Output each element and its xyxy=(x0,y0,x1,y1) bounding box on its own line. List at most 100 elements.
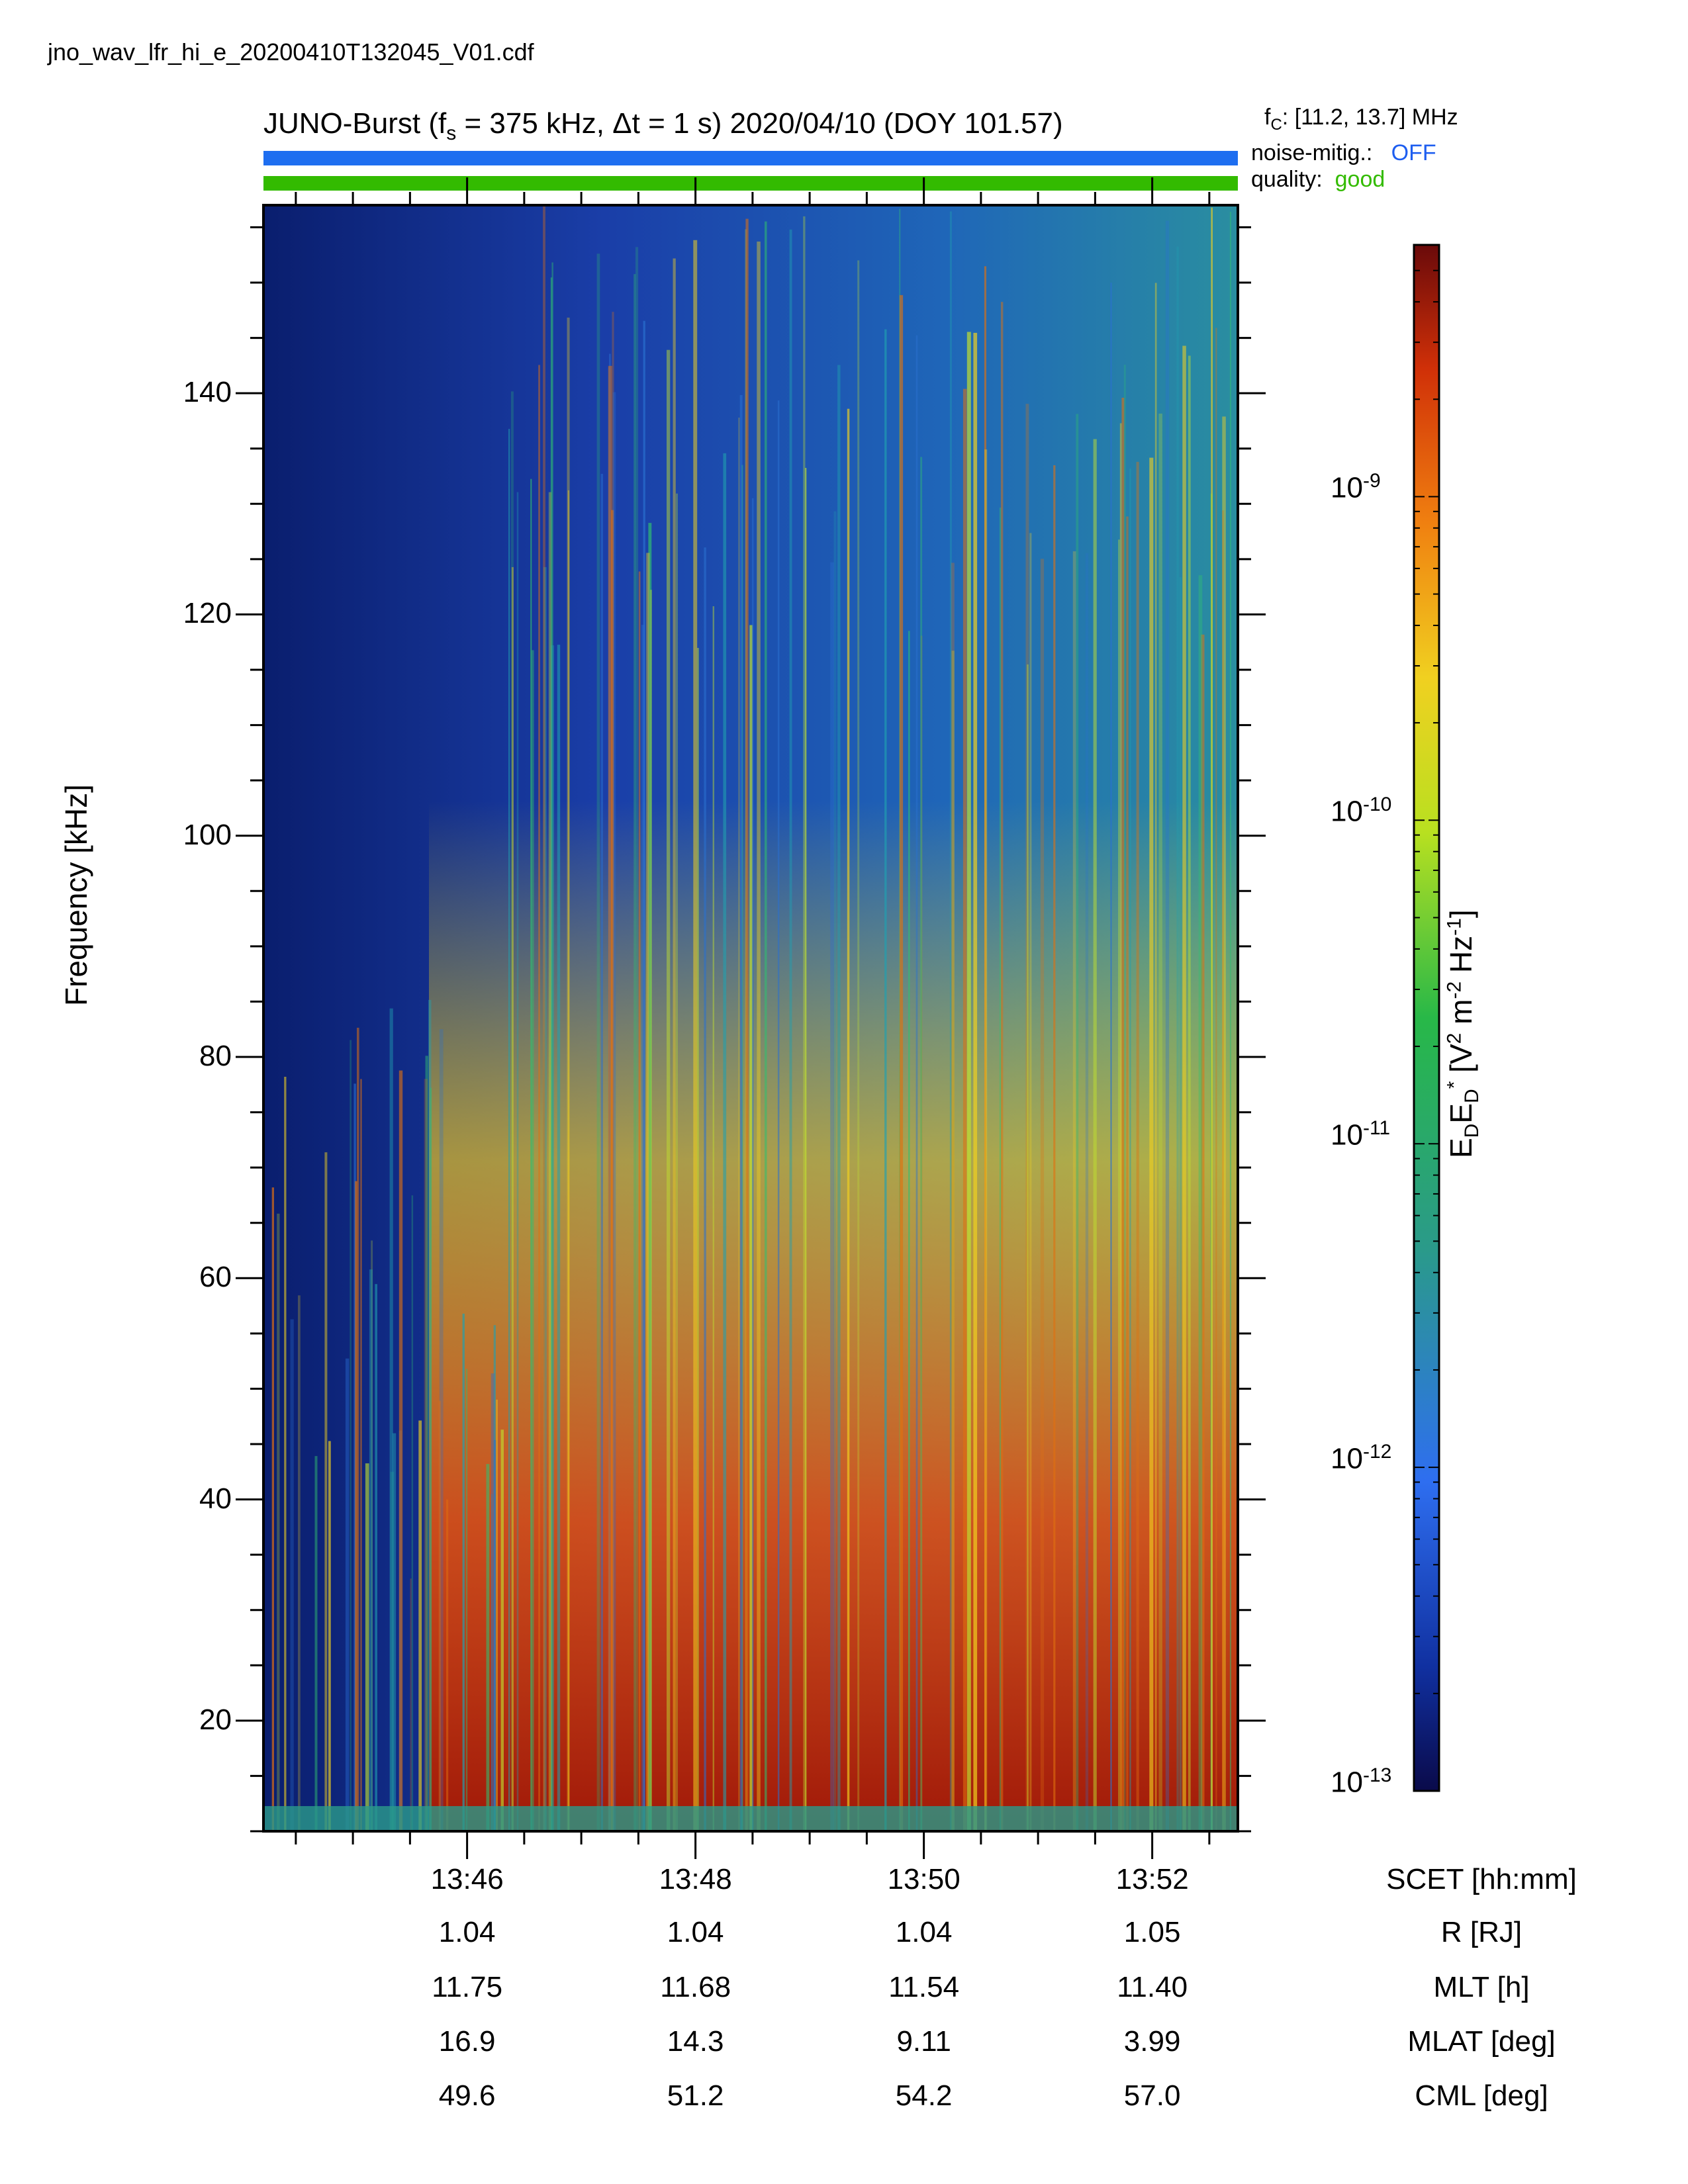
emission-streak xyxy=(738,418,740,1831)
emission-streak xyxy=(1029,533,1032,1831)
emission-streak xyxy=(712,606,714,1831)
emission-streak xyxy=(428,999,432,1831)
emission-streak xyxy=(277,1213,280,1831)
cb-label-hz1: -1 xyxy=(1443,918,1466,936)
emission-streak xyxy=(510,391,514,1832)
colorbar-tick-label: 10-11 xyxy=(1331,1117,1390,1152)
fc-range-label: fC: [11.2, 13.7] MHz xyxy=(1264,105,1458,134)
colorbar-tick-exp: -13 xyxy=(1362,1764,1392,1786)
emission-streak xyxy=(1149,457,1154,1831)
emission-streak xyxy=(486,1464,490,1831)
emission-streak xyxy=(749,625,753,1831)
emission-streak xyxy=(1188,355,1191,1831)
emission-streak xyxy=(298,1295,301,1831)
emission-streak xyxy=(1129,468,1131,1832)
cb-label-d2: D xyxy=(1461,1089,1483,1103)
emission-streak xyxy=(1158,413,1162,1832)
emission-streak xyxy=(1121,398,1125,1831)
emission-streak xyxy=(1110,283,1112,1831)
y-axis-label: Frequency [kHz] xyxy=(59,784,93,1006)
emission-streak xyxy=(857,260,860,1832)
ephemeris-value: 57.0 xyxy=(1123,2079,1181,2112)
emission-streak xyxy=(567,490,570,1831)
emission-streak xyxy=(418,1420,422,1831)
colorbar-tick-label: 10-13 xyxy=(1331,1764,1391,1799)
cb-label-hz: Hz xyxy=(1444,935,1478,981)
emission-streak xyxy=(697,648,699,1831)
low-frequency-emission xyxy=(429,801,1238,1831)
emission-streak xyxy=(966,332,971,1831)
noise-floor-band xyxy=(263,1806,1238,1831)
emission-streak xyxy=(410,1578,412,1831)
colorbar-tick-base: 10 xyxy=(1331,795,1363,828)
emission-streak xyxy=(392,1433,397,1831)
emission-streak xyxy=(1001,302,1004,1832)
emission-streak xyxy=(704,547,706,1832)
title-subscript: s xyxy=(446,122,457,144)
ephemeris-row-name: CML [deg] xyxy=(1415,2079,1548,2112)
emission-streak xyxy=(430,1087,432,1831)
ephemeris-value: 49.6 xyxy=(438,2079,496,2112)
emission-streak xyxy=(357,1027,359,1831)
x-tick-label: 13:52 xyxy=(1115,1863,1189,1895)
emission-streak xyxy=(648,523,652,1831)
cb-label-2: 2 xyxy=(1443,1032,1466,1044)
ephemeris-value: 11.40 xyxy=(1117,1971,1188,2003)
emission-streak xyxy=(676,493,678,1832)
emission-streak xyxy=(915,335,918,1831)
emission-streak xyxy=(389,1008,393,1831)
title-prefix: JUNO-Burst (f xyxy=(263,107,447,140)
cb-label-e1: E xyxy=(1444,1138,1478,1158)
colorbar-tick-base: 10 xyxy=(1331,1118,1363,1152)
ephemeris-value: 1.04 xyxy=(438,1916,496,1948)
emission-streak xyxy=(739,395,743,1831)
emission-streak xyxy=(643,320,645,1831)
emission-streak xyxy=(530,478,532,1832)
emission-streak xyxy=(723,453,727,1832)
emission-streak xyxy=(465,1369,468,1831)
emission-streak xyxy=(551,645,555,1831)
colorbar-tick-exp: -12 xyxy=(1362,1441,1392,1463)
emission-streak xyxy=(1154,283,1157,1832)
cb-label-e2: E xyxy=(1444,1103,1478,1124)
emission-streak xyxy=(353,1083,356,1831)
ephemeris-row-name: MLT [h] xyxy=(1433,1971,1530,2003)
emission-streak xyxy=(884,329,887,1831)
emission-streak xyxy=(500,1430,504,1831)
emission-streak xyxy=(633,274,636,1831)
x-tick-label: 13:48 xyxy=(659,1863,732,1895)
emission-streak xyxy=(745,218,749,1831)
colorbar-tick-label: 10-12 xyxy=(1331,1441,1391,1476)
emission-streak xyxy=(314,1456,318,1831)
emission-streak xyxy=(1229,211,1231,1832)
emission-streak xyxy=(1076,414,1079,1831)
emission-streak xyxy=(531,650,534,1831)
ephemeris-value: 54.2 xyxy=(895,2079,953,2112)
emission-streak xyxy=(369,1269,373,1831)
emission-streak xyxy=(646,553,650,1831)
emission-streak xyxy=(951,563,955,1831)
y-tick-label: 60 xyxy=(199,1261,232,1294)
emission-streak xyxy=(1179,576,1182,1831)
emission-streak xyxy=(324,1152,328,1831)
emission-streak xyxy=(612,392,616,1831)
emission-streak xyxy=(425,1056,428,1831)
emission-streak xyxy=(1201,634,1205,1831)
emission-streak xyxy=(1040,559,1045,1831)
emission-streak xyxy=(399,1070,403,1831)
emission-streak xyxy=(543,567,547,1831)
emission-streak xyxy=(1123,365,1126,1831)
y-tick-label: 40 xyxy=(199,1482,232,1515)
colorbar-tick-label: 10-9 xyxy=(1331,470,1381,505)
emission-streak xyxy=(635,247,639,1831)
emission-streak xyxy=(777,400,780,1831)
y-tick-label: 120 xyxy=(183,597,232,630)
colorbar-tick-base: 10 xyxy=(1331,1442,1363,1475)
cb-label-v: [V xyxy=(1444,1044,1478,1081)
emission-streak xyxy=(833,511,837,1831)
colorbar-tick-exp: -9 xyxy=(1362,470,1381,492)
emission-streak xyxy=(611,510,614,1832)
colorbar-tick-exp: -10 xyxy=(1362,794,1392,816)
cb-label-star: * xyxy=(1443,1081,1466,1089)
